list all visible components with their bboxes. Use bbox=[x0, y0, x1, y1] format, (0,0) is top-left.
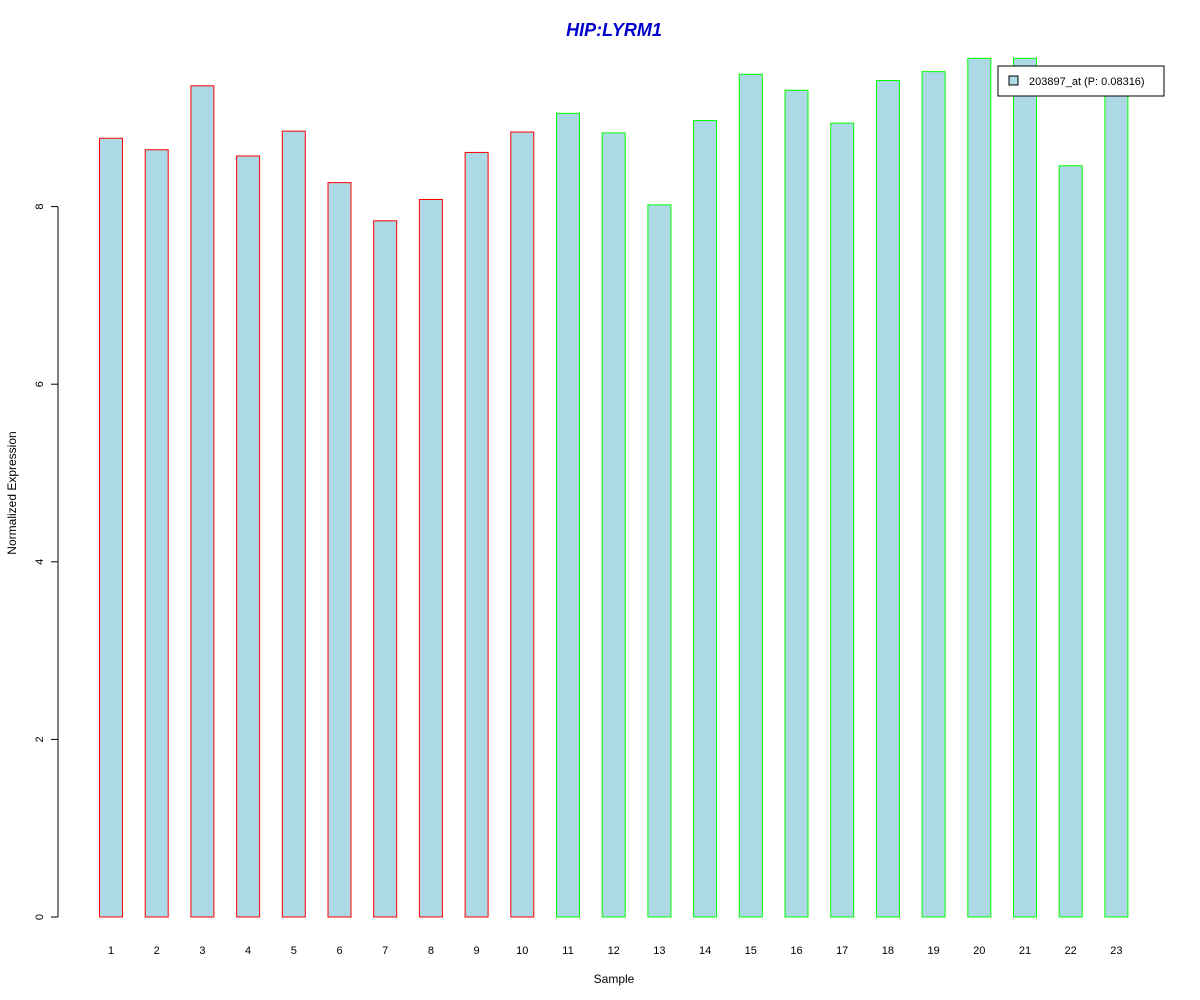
x-tick-label: 7 bbox=[382, 945, 388, 957]
bar bbox=[418, 198, 443, 918]
x-tick-label: 2 bbox=[154, 945, 160, 957]
bar bbox=[693, 119, 718, 918]
bar bbox=[327, 182, 352, 918]
bar bbox=[144, 149, 169, 918]
x-tick-label: 20 bbox=[973, 945, 985, 957]
x-tick-label: 11 bbox=[562, 945, 573, 957]
bar bbox=[556, 112, 580, 918]
bar bbox=[784, 89, 809, 918]
y-tick-label: 0 bbox=[34, 914, 46, 920]
x-tick-label: 1 bbox=[108, 945, 114, 957]
bar bbox=[647, 204, 672, 918]
y-axis: 0 2 4 6 8 bbox=[34, 204, 59, 920]
bar bbox=[738, 73, 763, 918]
x-tick-labels: 1 2 3 4 5 6 7 8 9 10 11 12 13 14 15 16 17 18 19 20 21 22 23 bbox=[108, 945, 1123, 957]
bar bbox=[464, 151, 489, 918]
bar bbox=[190, 85, 215, 918]
x-tick-label: 18 bbox=[882, 945, 894, 957]
x-tick-label: 9 bbox=[474, 945, 480, 957]
bar bbox=[830, 122, 855, 918]
bar bbox=[236, 155, 261, 918]
x-axis-label: Sample bbox=[594, 972, 635, 986]
y-tick-label: 4 bbox=[34, 559, 46, 565]
bar bbox=[921, 71, 946, 918]
x-tick-label: 3 bbox=[199, 945, 205, 957]
x-tick-label: 23 bbox=[1110, 945, 1122, 957]
legend-box bbox=[997, 65, 1165, 97]
x-tick-label: 22 bbox=[1065, 945, 1077, 957]
y-axis-label: Normalized Expression bbox=[5, 431, 19, 554]
bar bbox=[281, 130, 306, 918]
x-tick-label: 5 bbox=[291, 945, 297, 957]
bar bbox=[99, 137, 123, 918]
x-tick-label: 12 bbox=[608, 945, 620, 957]
bar bbox=[1013, 57, 1037, 918]
bar bbox=[875, 80, 900, 918]
bar bbox=[373, 220, 398, 918]
x-tick-label: 10 bbox=[516, 945, 528, 957]
x-tick-label: 19 bbox=[927, 945, 939, 957]
chart-title: HIP:LYRM1 bbox=[566, 20, 662, 40]
bar bbox=[510, 131, 535, 918]
y-tick-label: 8 bbox=[34, 204, 46, 210]
legend-swatch bbox=[1008, 75, 1019, 86]
x-tick-label: 4 bbox=[245, 945, 251, 957]
bar bbox=[1104, 90, 1129, 918]
x-tick-label: 6 bbox=[336, 945, 342, 957]
x-tick-label: 16 bbox=[790, 945, 802, 957]
y-tick-label: 2 bbox=[34, 736, 46, 742]
bar bbox=[1058, 165, 1083, 918]
x-tick-label: 21 bbox=[1019, 945, 1031, 957]
x-tick-label: 17 bbox=[836, 945, 848, 957]
x-tick-label: 8 bbox=[428, 945, 434, 957]
x-tick-label: 14 bbox=[699, 945, 711, 957]
legend-label: 203897_at (P: 0.08316) bbox=[1029, 76, 1145, 88]
legend: 203897_at (P: 0.08316) bbox=[997, 65, 1165, 97]
x-tick-label: 13 bbox=[653, 945, 665, 957]
y-tick-label: 6 bbox=[34, 381, 46, 387]
bar bbox=[601, 132, 626, 918]
x-tick-label: 15 bbox=[745, 945, 757, 957]
bars bbox=[99, 57, 1129, 918]
bar bbox=[967, 57, 992, 918]
